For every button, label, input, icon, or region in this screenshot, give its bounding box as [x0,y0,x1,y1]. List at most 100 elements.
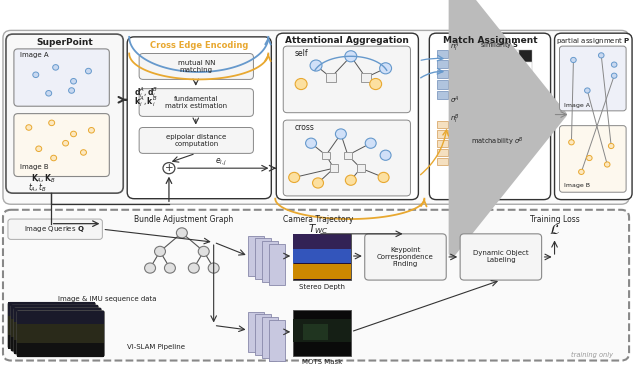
Circle shape [86,68,92,74]
Text: Image Queries $\mathbf{Q}$: Image Queries $\mathbf{Q}$ [24,224,85,234]
Bar [11,305,99,319]
Circle shape [163,163,175,174]
Text: $T_{WC}$: $T_{WC}$ [308,222,328,236]
FancyBboxPatch shape [365,234,446,280]
Text: mutual NN
matching: mutual NN matching [177,60,215,73]
Bar [262,241,278,282]
FancyBboxPatch shape [8,302,95,349]
Bar [467,126,479,135]
Bar [519,86,532,98]
Bar [467,74,480,86]
Text: $t_A, t_B$: $t_A, t_B$ [28,181,47,194]
Bar [8,302,95,316]
FancyBboxPatch shape [14,114,109,177]
FancyBboxPatch shape [284,120,410,196]
Bar [14,308,101,322]
Bar [480,74,493,86]
Circle shape [177,228,188,238]
Bar [493,74,506,86]
Circle shape [611,62,617,67]
Text: Training Loss: Training Loss [530,215,579,224]
Bar [493,62,506,74]
Bar [491,126,503,135]
FancyBboxPatch shape [559,46,626,111]
FancyBboxPatch shape [139,127,253,153]
Bar [437,121,448,128]
Text: Cross Edge Encoding: Cross Edge Encoding [150,41,248,50]
Bar [255,239,271,279]
Bar [493,98,506,110]
Text: Dynamic Object
Labeling: Dynamic Object Labeling [473,250,529,264]
Bar [503,126,515,135]
Bar [17,310,104,324]
Circle shape [584,88,590,93]
Circle shape [346,175,356,185]
Circle shape [81,150,86,155]
Text: SuperPoint: SuperPoint [36,38,93,47]
Bar [493,86,506,98]
Circle shape [345,51,356,62]
Circle shape [154,246,166,257]
Bar [344,152,352,159]
Bar [255,314,271,355]
FancyBboxPatch shape [6,34,124,193]
FancyBboxPatch shape [127,37,271,199]
Bar [467,62,480,74]
FancyBboxPatch shape [284,46,410,113]
Text: cross: cross [294,123,314,132]
Circle shape [365,138,376,148]
Circle shape [378,172,389,182]
Text: $\sigma^A$: $\sigma^A$ [450,95,460,106]
Bar [493,50,506,62]
Circle shape [68,88,74,93]
Text: $\mathbf{d}_i^A, \mathbf{d}_i^B$: $\mathbf{d}_i^A, \mathbf{d}_i^B$ [134,85,159,100]
FancyBboxPatch shape [8,219,102,239]
Bar [293,310,351,356]
Bar [330,164,338,172]
Text: $\mathbf{k}_i^A, \mathbf{k}_i^B$: $\mathbf{k}_i^A, \mathbf{k}_i^B$ [134,94,157,109]
Text: partial assignment $\mathbf{P}$: partial assignment $\mathbf{P}$ [556,36,630,46]
Circle shape [289,172,300,182]
FancyBboxPatch shape [14,308,101,354]
Bar [14,340,101,354]
Text: +: + [164,163,173,173]
Bar [480,98,493,110]
FancyBboxPatch shape [276,33,419,200]
Text: $n_i^B$: $n_i^B$ [450,113,460,126]
Circle shape [305,138,317,148]
Bar [262,317,278,358]
Text: $\mathbf{K}_A, \mathbf{K}_B$: $\mathbf{K}_A, \mathbf{K}_B$ [31,172,56,185]
Bar [11,319,99,337]
Bar [467,86,480,98]
Circle shape [88,127,95,133]
Bar [8,316,95,335]
Text: similarity $\mathbf{S}$: similarity $\mathbf{S}$ [480,40,519,50]
Text: $\mathcal{L}$: $\mathcal{L}$ [549,223,560,237]
FancyBboxPatch shape [3,30,629,204]
Circle shape [164,263,175,273]
Bar [479,126,491,135]
Bar [480,62,493,74]
Bar [515,126,527,135]
Bar [269,320,285,360]
Text: matchability $\sigma^B$: matchability $\sigma^B$ [470,136,524,148]
Bar [437,158,448,166]
Circle shape [604,162,610,167]
Bar [248,236,264,276]
Circle shape [26,125,32,130]
Bar [437,139,448,147]
Circle shape [51,155,57,161]
FancyBboxPatch shape [17,310,104,357]
FancyBboxPatch shape [3,210,629,360]
Text: self: self [294,49,308,58]
FancyBboxPatch shape [11,305,99,351]
Text: fundamental
matrix estimation: fundamental matrix estimation [165,96,227,109]
Circle shape [45,91,52,96]
Bar [293,248,351,264]
Bar [480,50,493,62]
Circle shape [312,178,323,188]
Bar [437,50,448,58]
Text: Image & IMU sequence data: Image & IMU sequence data [58,297,156,302]
Text: Match Assignment: Match Assignment [443,36,537,45]
Circle shape [208,263,219,273]
